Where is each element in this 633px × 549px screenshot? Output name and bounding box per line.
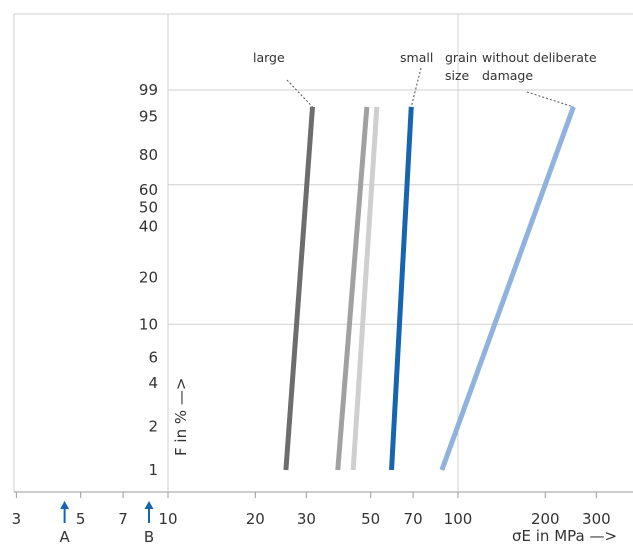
y-tick-label: 40 <box>139 217 158 235</box>
y-tick-label: 6 <box>148 348 158 366</box>
y-tick-label: 1 <box>148 461 158 479</box>
marker-label: B <box>144 528 154 546</box>
series-line-2 <box>335 106 370 471</box>
series-line-3 <box>350 106 380 471</box>
y-tick-label: 95 <box>139 108 158 126</box>
series-line-5 <box>439 106 576 471</box>
marker-arrow-head <box>60 501 70 509</box>
marker-label: A <box>59 528 70 546</box>
y-tick-label: 60 <box>139 181 158 199</box>
annotation-large: large <box>253 50 285 65</box>
annotation-small: small <box>400 50 433 65</box>
x-tick-label: 50 <box>361 510 380 528</box>
annotation-without-deliberate: without deliberate <box>482 50 597 65</box>
x-tick-label: 100 <box>444 510 473 528</box>
x-tick-label: 20 <box>246 510 265 528</box>
series-layer <box>283 106 576 471</box>
x-tick-labels: 3 5 7 10 20 30 50 70 100 200 300 <box>12 492 611 528</box>
y-tick-label: 50 <box>139 198 158 216</box>
y-tick-label: 80 <box>139 146 158 164</box>
x-tick-label: 300 <box>582 510 611 528</box>
marker-arrow-head <box>144 501 154 509</box>
x-tick-label: 200 <box>531 510 560 528</box>
annotation-leader <box>526 91 574 108</box>
plot-frame <box>13 13 633 493</box>
y-tick-label: 10 <box>139 315 158 333</box>
x-tick-label: 7 <box>118 510 128 528</box>
gridlines <box>167 14 633 492</box>
annotation-grain: grain <box>445 50 477 65</box>
x-tick-label: 10 <box>158 510 177 528</box>
x-tick-label: 70 <box>404 510 423 528</box>
annotation-leaders <box>286 67 574 108</box>
y-tick-label: 20 <box>139 269 158 287</box>
y-tick-label: 99 <box>139 81 158 99</box>
annotation-leader <box>410 67 422 108</box>
y-tick-label: 2 <box>148 418 158 436</box>
annotation-damage: damage <box>482 68 533 83</box>
x-tick-label: 5 <box>76 510 86 528</box>
x-axis-label: σE in MPa —> <box>512 527 617 545</box>
x-tick-label: 30 <box>297 510 316 528</box>
series-line-4 <box>389 106 414 471</box>
annotation-leader <box>286 79 313 108</box>
y-tick-label: 4 <box>148 374 158 392</box>
y-axis-label: F in % —> <box>172 378 190 456</box>
series-line-1 <box>283 106 316 471</box>
x-tick-label: 3 <box>12 510 22 528</box>
annotation-size: size <box>445 68 470 83</box>
